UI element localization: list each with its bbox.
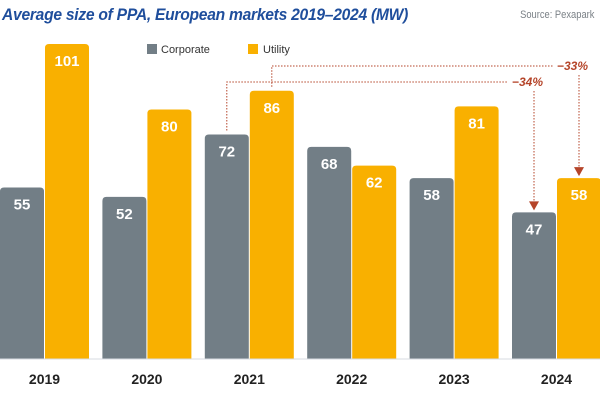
annotation-arrow-0 (529, 201, 539, 211)
legend-label-corporate: Corporate (161, 44, 210, 56)
data-label-utility-2022: 62 (366, 175, 383, 192)
bars: 55 101 52 80 72 86 68 62 58 81 47 58 (0, 44, 600, 360)
bar-corporate-2023 (409, 178, 454, 359)
data-label-utility-2020: 80 (161, 118, 178, 135)
data-label-corporate-2019: 55 (14, 196, 31, 213)
legend: Corporate Utility (147, 44, 290, 56)
bar-utility-2021 (249, 90, 294, 360)
data-label-utility-2023: 81 (468, 115, 485, 132)
bar-corporate-2019 (0, 187, 44, 359)
annotation-line-0 (226, 81, 508, 131)
bar-utility-2023 (454, 106, 499, 359)
bar-corporate-2022 (307, 146, 352, 359)
bar-corporate-2021 (204, 134, 249, 359)
data-label-corporate-2024: 47 (526, 221, 543, 238)
x-tick-2024: 2024 (541, 371, 572, 387)
data-label-corporate-2021: 72 (218, 143, 235, 160)
bar-utility-2022 (352, 165, 397, 359)
x-tick-2020: 2020 (131, 371, 162, 387)
annotation-label-1: −33% (557, 59, 588, 73)
bar-corporate-2024 (512, 212, 556, 359)
bar-corporate-2020 (102, 196, 147, 359)
data-label-corporate-2023: 58 (423, 187, 440, 204)
annotation-label-0: −34% (512, 75, 543, 89)
legend-label-utility: Utility (263, 44, 290, 56)
annotation-line-1 (271, 65, 553, 87)
data-label-utility-2019: 101 (54, 53, 79, 70)
data-label-utility-2021: 86 (263, 100, 280, 117)
x-tick-2021: 2021 (234, 371, 265, 387)
legend-swatch-utility (248, 44, 258, 54)
chart-title: Average size of PPA, European markets 20… (2, 5, 409, 24)
chart-source: Source: Pexapark (519, 9, 594, 21)
x-axis-ticks: 2019 2020 2021 2022 2023 2024 (29, 371, 572, 387)
x-tick-2019: 2019 (29, 371, 60, 387)
legend-swatch-corporate (147, 44, 157, 54)
bar-utility-2020 (147, 109, 192, 359)
data-label-utility-2024: 58 (571, 187, 588, 204)
annotation-arrow-1 (574, 167, 584, 177)
x-tick-2022: 2022 (336, 371, 367, 387)
bar-utility-2024 (557, 178, 600, 359)
bar-utility-2019 (45, 44, 89, 359)
data-label-corporate-2022: 68 (321, 156, 338, 173)
annotations: −34% −33% (226, 59, 588, 211)
data-label-corporate-2020: 52 (116, 206, 133, 223)
x-tick-2023: 2023 (439, 371, 470, 387)
